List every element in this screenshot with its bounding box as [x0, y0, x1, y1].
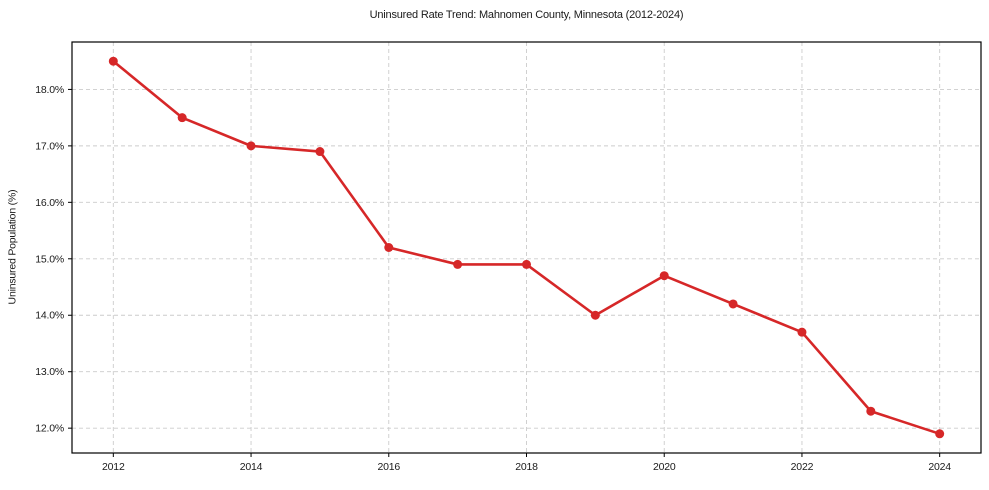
x-tick-label: 2014	[240, 461, 263, 473]
data-point	[177, 113, 187, 123]
data-point	[866, 406, 876, 416]
x-tick-label: 2024	[928, 461, 951, 473]
plot-border	[71, 41, 982, 454]
x-tick-label: 2012	[102, 461, 125, 473]
data-point	[453, 259, 463, 269]
data-point	[935, 429, 945, 439]
y-tick-label: 15.0%	[35, 253, 64, 265]
data-point	[108, 56, 118, 66]
data-point	[728, 299, 738, 309]
y-tick-label: 12.0%	[35, 423, 64, 435]
x-tick-label: 2018	[515, 461, 538, 473]
data-point	[384, 243, 394, 252]
y-tick-label: 14.0%	[35, 310, 64, 322]
data-point	[797, 327, 807, 337]
chart-title: Uninsured Rate Trend: Mahnomen County, M…	[369, 9, 684, 21]
data-point	[659, 271, 669, 281]
y-tick-label: 17.0%	[35, 140, 64, 152]
x-tick-label: 2016	[377, 461, 400, 473]
data-point	[590, 310, 600, 320]
data-point	[522, 259, 531, 269]
y-tick-label: 18.0%	[35, 84, 64, 96]
y-tick-label: 16.0%	[35, 197, 64, 209]
data-point	[246, 141, 256, 151]
data-point	[315, 147, 325, 157]
x-tick-label: 2022	[791, 461, 814, 473]
y-tick-label: 13.0%	[35, 366, 64, 378]
x-tick-label: 2020	[653, 461, 676, 473]
